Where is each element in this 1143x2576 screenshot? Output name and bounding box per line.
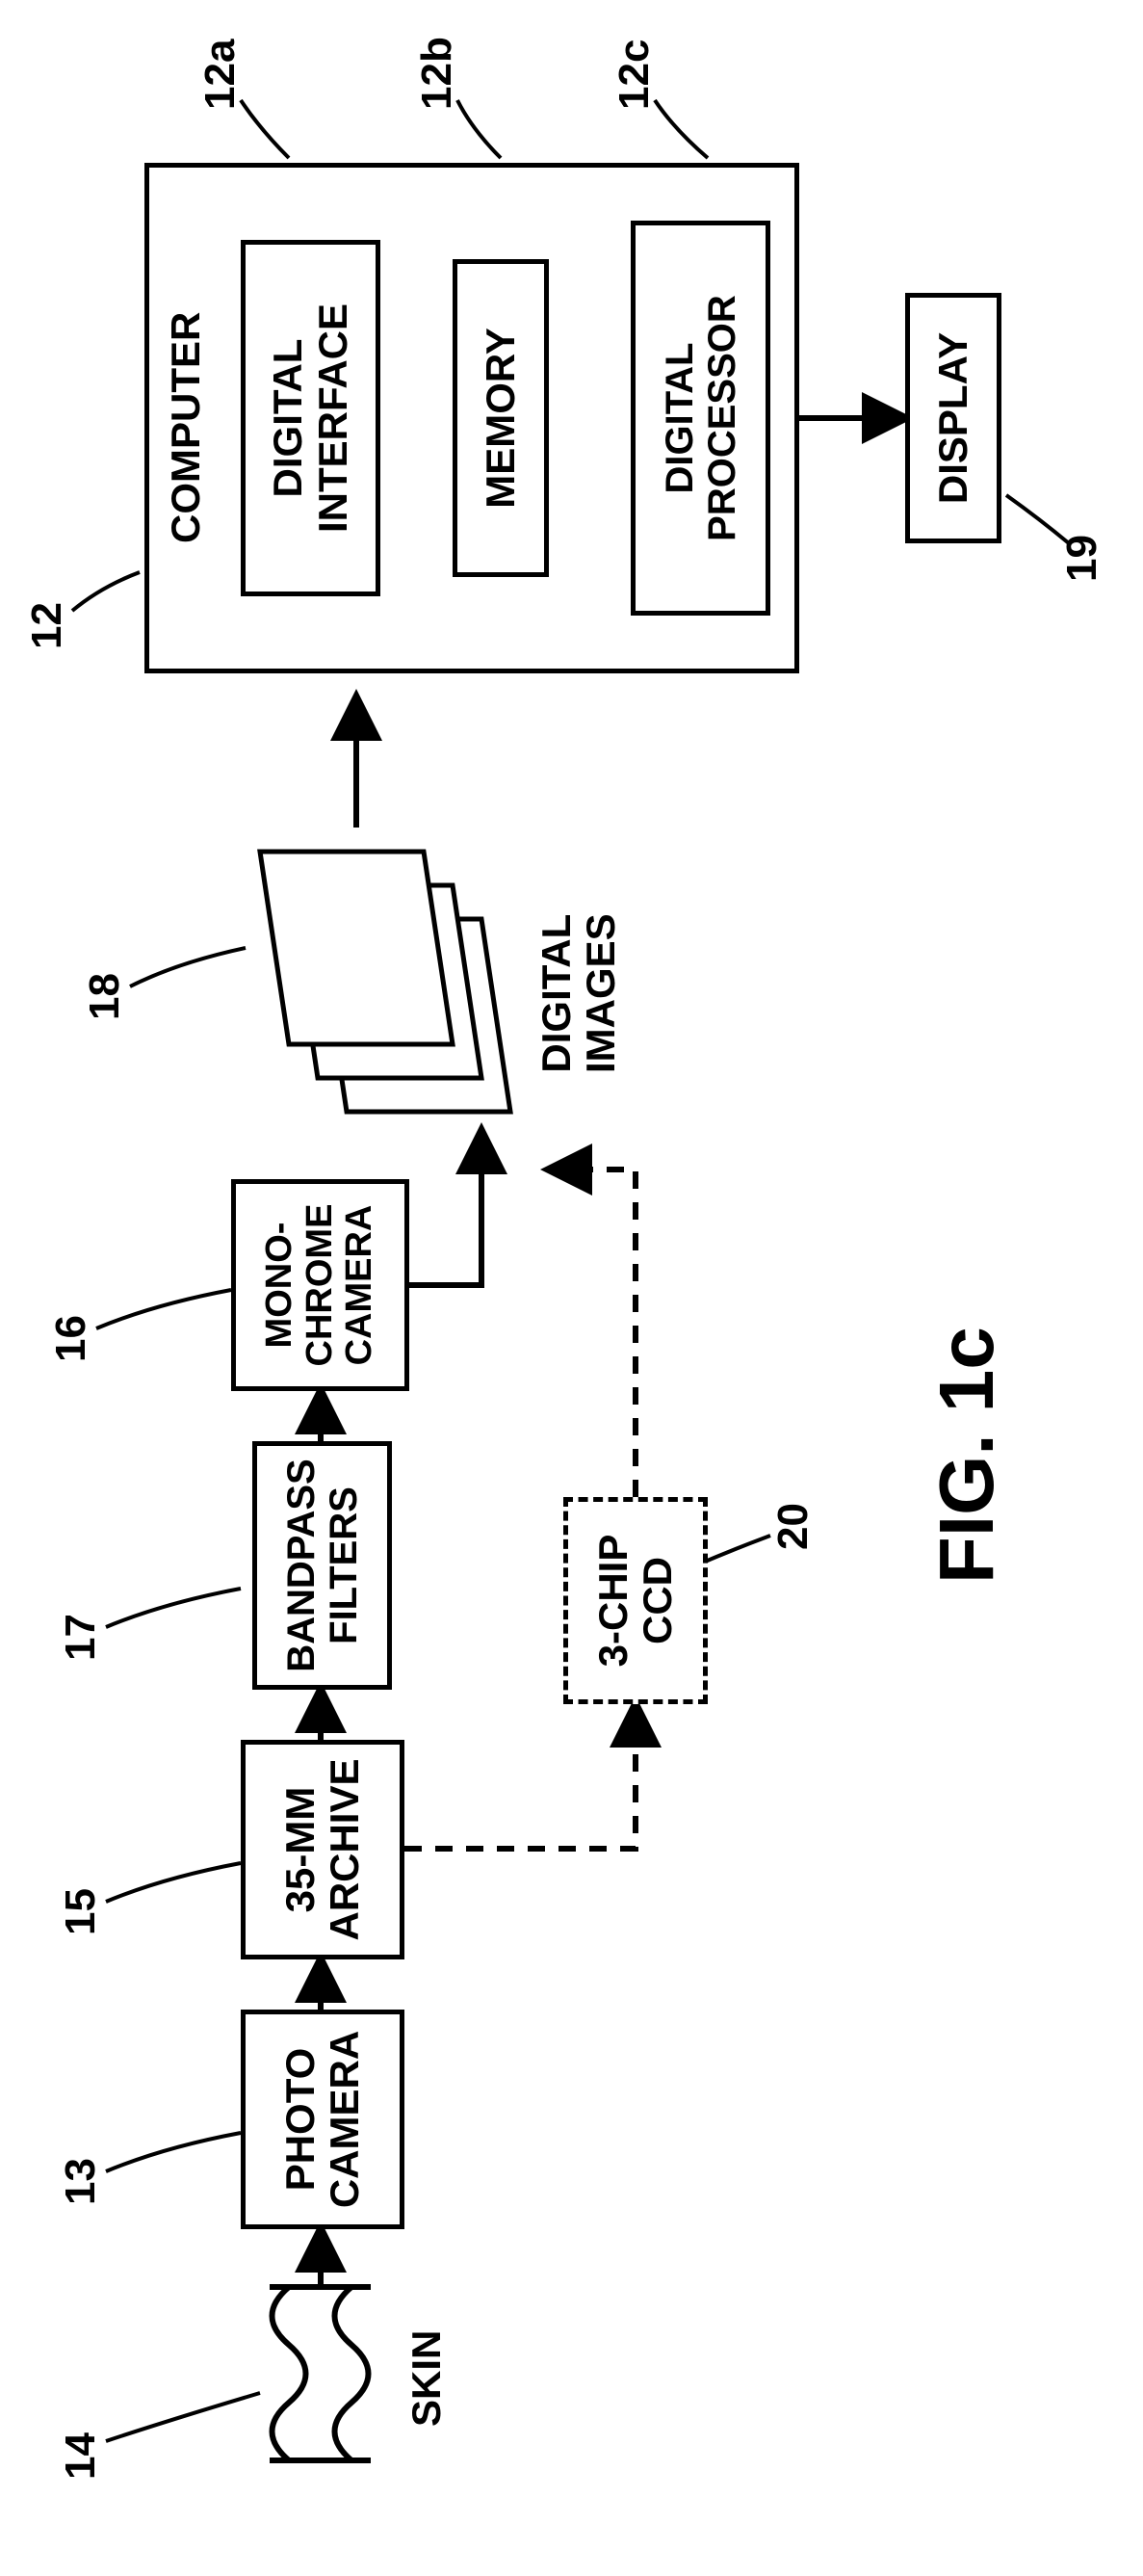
mono-l1: MONO- [260, 1222, 300, 1349]
digital-processor-box: DIGITAL PROCESSOR [631, 221, 770, 616]
mono-l2: CHROME [300, 1204, 341, 1367]
computer-label: COMPUTER [164, 312, 208, 543]
callout-13: 13 [58, 2158, 104, 2205]
memory-box: MEMORY [453, 259, 549, 577]
photo-camera-l1: PHOTO [278, 2048, 323, 2192]
mono-l3: CAMERA [340, 1205, 380, 1366]
callout-12: 12 [24, 602, 70, 649]
callout-14: 14 [58, 2432, 104, 2480]
bandpass-l1: BANDPASS [280, 1459, 323, 1672]
digital-interface-box: DIGITAL INTERFACE [241, 240, 380, 596]
bandpass-l2: FILTERS [323, 1486, 365, 1644]
dig-if-l1: DIGITAL [266, 339, 310, 498]
ccd-l2: CCD [636, 1557, 680, 1644]
callout-12b: 12b [414, 37, 460, 110]
diagram-canvas: SKIN PHOTO CAMERA 35-MM ARCHIVE BANDPASS… [0, 0, 1143, 2576]
archive-box: 35-MM ARCHIVE [241, 1740, 404, 1959]
archive-l2: ARCHIVE [323, 1758, 367, 1940]
display-box: DISPLAY [905, 293, 1001, 543]
callout-15: 15 [58, 1888, 104, 1935]
callout-12a: 12a [197, 39, 244, 110]
callout-12c: 12c [611, 39, 658, 110]
photo-camera-box: PHOTO CAMERA [241, 2010, 404, 2229]
ccd-box: 3-CHIP CCD [563, 1497, 708, 1704]
dig-proc-l2: PROCESSOR [701, 295, 743, 541]
archive-l1: 35-MM [278, 1787, 323, 1913]
callout-19: 19 [1059, 535, 1105, 582]
photo-camera-l2: CAMERA [323, 2031, 367, 2208]
digital-images-l1: DIGITAL [534, 913, 579, 1073]
dig-if-l2: INTERFACE [311, 303, 355, 533]
bandpass-box: BANDPASS FILTERS [252, 1441, 392, 1690]
callout-20: 20 [770, 1503, 817, 1550]
callout-18: 18 [82, 973, 128, 1020]
skin-label: SKIN [404, 2330, 449, 2427]
digital-images-l2: IMAGES [579, 913, 623, 1073]
mono-camera-box: MONO- CHROME CAMERA [231, 1179, 409, 1391]
ccd-l1: 3-CHIP [591, 1535, 636, 1668]
dig-proc-l1: DIGITAL [659, 343, 701, 494]
memory-l: MEMORY [479, 328, 523, 508]
callout-17: 17 [58, 1614, 104, 1661]
callout-16: 16 [48, 1315, 94, 1362]
figure-label: FIG. 1c [924, 1327, 1009, 1584]
display-l: DISPLAY [931, 332, 975, 504]
digital-images-label: DIGITAL IMAGES [534, 913, 623, 1073]
